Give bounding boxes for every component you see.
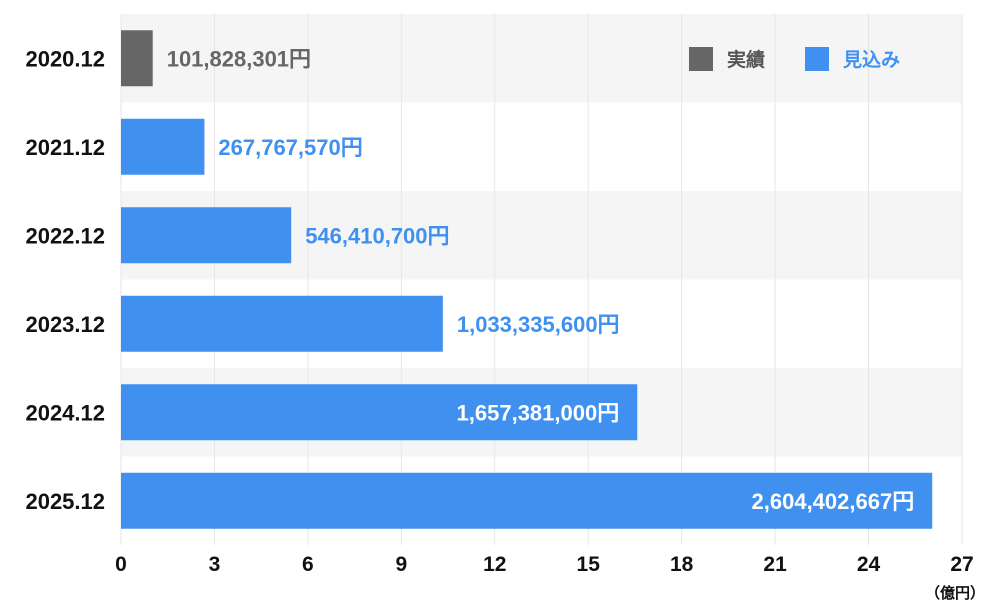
x-tick-label: 12 (483, 553, 506, 576)
bar-2022.12 (121, 207, 292, 264)
category-label: 2020.12 (25, 46, 105, 71)
bar-2024.12 (121, 384, 638, 441)
x-tick-label: 6 (302, 553, 314, 576)
category-label: 2023.12 (25, 312, 105, 337)
data-label: 267,767,570円 (218, 135, 362, 160)
data-label: 1,033,335,600円 (457, 312, 620, 337)
category-label: 2024.12 (25, 400, 105, 425)
data-label: 1,657,381,000円 (457, 400, 620, 425)
category-label: 2021.12 (25, 135, 105, 160)
category-label: 2022.12 (25, 223, 105, 248)
bar-2025.12 (121, 472, 933, 529)
data-label: 546,410,700円 (305, 223, 449, 248)
legend-swatch (689, 47, 713, 71)
x-axis-ticks: 0 3 6 9 12 15 18 21 24 27 (115, 553, 974, 576)
bar-2023.12 (121, 295, 443, 352)
category-label: 2025.12 (25, 489, 105, 514)
data-labels: 101,828,301円 267,767,570円 546,410,700円 1,03… (167, 46, 915, 514)
x-tick-label: 9 (395, 553, 407, 576)
data-label: 101,828,301円 (167, 46, 311, 71)
x-tick-label: 18 (670, 553, 694, 576)
legend-label: 実績 (727, 48, 765, 71)
bars (121, 30, 933, 529)
row-bands (121, 14, 962, 457)
bar-2021.12 (121, 118, 205, 175)
x-axis-unit-label: （億円） (925, 584, 985, 602)
x-tick-label: 3 (209, 553, 221, 576)
category-labels: 2020.12 2021.12 2022.12 2023.12 2024.12 2025.… (25, 46, 105, 514)
legend-label: 見込み (843, 49, 900, 71)
legend-swatch (805, 47, 829, 71)
x-tick-label: 21 (763, 553, 787, 576)
data-label: 2,604,402,667円 (752, 489, 915, 514)
x-tick-label: 0 (115, 553, 127, 576)
grid-lines (120, 14, 963, 545)
bar-2020.12 (121, 30, 153, 87)
legend: 実績 見込み (689, 47, 900, 71)
x-tick-label: 15 (577, 553, 601, 576)
x-tick-label: 27 (950, 553, 973, 576)
x-tick-label: 24 (857, 553, 881, 576)
